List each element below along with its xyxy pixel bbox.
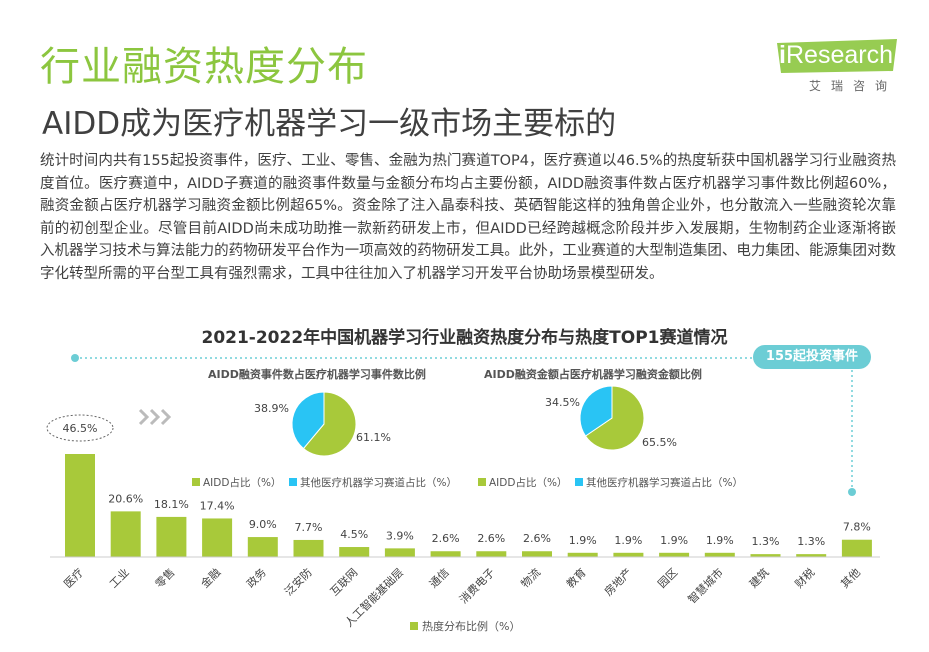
bar-12 (613, 552, 644, 557)
pie-1-legend-label-1: 其他医疗机器学习赛道占比（%） (300, 476, 457, 489)
pie-1-slice-0 (302, 391, 357, 457)
logo-brand-prefix: i (779, 41, 786, 69)
bar-10 (522, 551, 552, 557)
bar-value-label-17: 7.8% (843, 521, 871, 534)
pie-1-legend-swatch-1 (289, 478, 297, 486)
bar-value-label-11: 1.9% (569, 534, 597, 547)
pie-1-value-label-0: 61.1% (356, 431, 391, 444)
bar-value-label-8: 2.6% (432, 532, 460, 545)
x-tick-label-2: 零售 (152, 565, 177, 590)
x-tick-label-9: 消费电子 (456, 565, 497, 606)
bar-4 (247, 537, 278, 557)
event-count-badge: 155起投资事件 (753, 345, 871, 369)
bar-16 (796, 554, 827, 557)
x-tick-label-14: 智慧城市 (685, 565, 726, 606)
bar-8 (430, 551, 461, 557)
pie-1-legend-swatch-0 (192, 478, 200, 486)
x-tick-label-16: 财税 (792, 565, 817, 590)
body-paragraph: 统计时间内共有155起投资事件，医疗、工业、零售、金融为热门赛道TOP4，医疗赛… (40, 153, 896, 282)
pie-2-legend-label-1: 其他医疗机器学习赛道占比（%） (586, 476, 743, 489)
x-tick-label-15: 建筑 (746, 565, 771, 590)
logo-brand-suffix: Research (786, 41, 893, 69)
x-tick-label-0: 医疗 (61, 565, 86, 590)
x-tick-label-13: 园区 (655, 566, 680, 591)
bar-value-label-15: 1.3% (752, 535, 780, 548)
pie-2-legend-label-0: AIDD占比（%） (489, 476, 567, 489)
pie-title-1: AIDD融资事件数占医疗机器学习事件数比例 (208, 367, 426, 381)
bar-1 (110, 511, 141, 557)
bar-value-label-7: 3.9% (386, 529, 414, 542)
chart-title: 2021-2022年中国机器学习行业融资热度分布与热度TOP1赛道情况 (201, 328, 728, 348)
bar-3 (202, 518, 233, 557)
bar-value-label-3: 17.4% (200, 499, 235, 512)
bar-6 (339, 547, 370, 557)
bar-value-label-12: 1.9% (614, 534, 642, 547)
bar-legend-label: 热度分布比例（%） (422, 619, 520, 633)
bar-value-label-0: 46.5% (63, 422, 98, 435)
bar-2 (156, 516, 187, 557)
pie-1-slice-1 (291, 391, 325, 450)
chevron-icon-2 (160, 408, 172, 426)
bar-value-label-6: 4.5% (340, 528, 368, 541)
pie-2-slice-1 (579, 385, 613, 437)
bar-5 (293, 539, 324, 557)
pie-2-legend-swatch-1 (575, 478, 583, 486)
iresearch-logo: iResearch 艾瑞咨询 (769, 37, 899, 97)
page-title: 行业融资热度分布 (40, 44, 368, 90)
connector-dot (71, 354, 79, 362)
logo-brand: iResearch (779, 41, 893, 70)
bar-13 (659, 552, 690, 557)
bar-value-label-5: 7.7% (295, 521, 323, 534)
logo-cn: 艾瑞咨询 (808, 79, 897, 93)
x-tick-label-17: 其他 (838, 566, 863, 591)
bar-value-label-13: 1.9% (660, 534, 688, 547)
bar-value-label-14: 1.9% (706, 534, 734, 547)
bar-15 (750, 554, 781, 557)
chevron-icon-1 (149, 408, 161, 426)
x-tick-label-11: 教育 (563, 565, 588, 590)
connector-dot-end (848, 488, 856, 496)
pie-1-value-label-1: 38.9% (254, 402, 289, 415)
bar-value-label-16: 1.3% (797, 535, 825, 548)
bar-value-label-4: 9.0% (249, 518, 277, 531)
bar-17 (841, 539, 872, 557)
bar-7 (384, 548, 415, 557)
logo-banner-shape (777, 39, 897, 73)
highlight-ellipse (46, 414, 114, 442)
x-tick-label-12: 房地产 (601, 565, 634, 598)
pie-2-value-label-0: 65.5% (642, 436, 677, 449)
bar-9 (476, 551, 507, 557)
pie-title-2: AIDD融资金额占医疗机器学习融资金额比例 (484, 367, 702, 381)
x-tick-label-10: 物流 (518, 565, 543, 590)
bar-value-label-1: 20.6% (108, 492, 143, 505)
x-tick-label-1: 工业 (107, 566, 132, 591)
bar-value-label-2: 18.1% (154, 498, 189, 511)
bar-11 (567, 552, 598, 557)
bar-0 (65, 454, 95, 557)
x-tick-label-8: 通信 (427, 566, 452, 591)
page-subtitle: AIDD成为医疗机器学习一级市场主要标的 (42, 106, 617, 142)
pie-2-legend-swatch-0 (478, 478, 486, 486)
x-tick-label-5: 泛安防 (281, 565, 314, 598)
x-tick-label-6: 互联网 (328, 566, 361, 599)
bar-value-label-9: 2.6% (477, 532, 505, 545)
x-tick-label-4: 政务 (243, 565, 268, 590)
bar-value-label-10: 2.6% (523, 532, 551, 545)
bar-14 (704, 552, 735, 557)
x-tick-label-3: 金融 (198, 565, 223, 590)
chevron-icon-0 (138, 408, 150, 426)
pie-2-value-label-1: 34.5% (545, 396, 580, 409)
pie-2-slice-0 (584, 385, 645, 451)
pie-1-legend-label-0: AIDD占比（%） (203, 476, 281, 489)
bar-legend-swatch (410, 622, 418, 630)
